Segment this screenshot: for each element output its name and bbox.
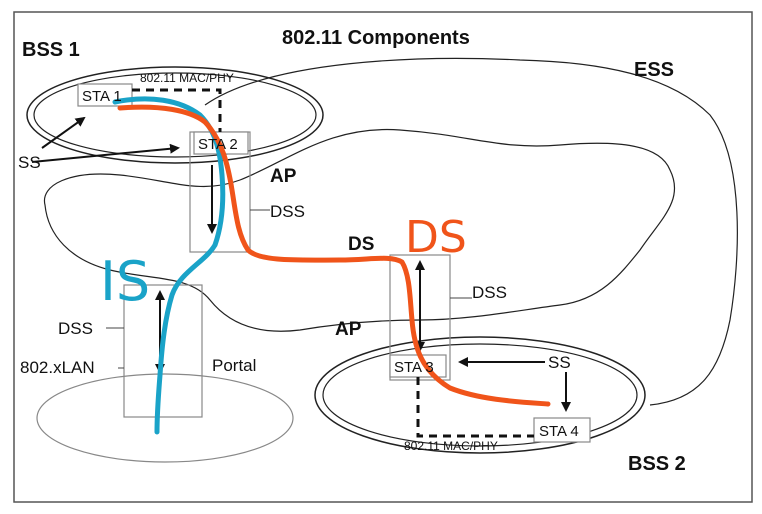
sta3-label: STA 3 (394, 359, 434, 376)
ap-bottom-box (389, 254, 451, 381)
sta4-label: STA 4 (539, 423, 579, 440)
mac-phy-label-1: 802.11 MAC/PHY (140, 71, 234, 85)
ds-path-orange (117, 104, 551, 407)
diagram-title: 802.11 Components (282, 27, 470, 49)
bss2-inner-ellipse (322, 343, 638, 447)
bss2-label: BSS 2 (628, 453, 686, 475)
ss-label-left: SS (18, 153, 41, 172)
ss-arrow-to-sta1 (41, 116, 86, 149)
sta2-label: STA 2 (198, 136, 238, 153)
bss1-outer-ellipse (26, 66, 324, 164)
bss1-label: BSS 1 (22, 39, 80, 61)
dss-label-top: DSS (270, 202, 305, 221)
ess-region (204, 57, 738, 406)
ess-label: ESS (634, 59, 674, 81)
frame (13, 11, 753, 503)
is-path-blue (112, 96, 226, 435)
sta4-box (533, 417, 591, 443)
mac-phy-link-2 (416, 377, 534, 438)
annotation-is: IS (100, 250, 150, 313)
portal-box (123, 284, 203, 418)
ss-label-right: SS (548, 353, 571, 372)
lan-ellipse (36, 373, 294, 463)
ap-label-top: AP (270, 166, 297, 187)
annotation-ds: DS (405, 212, 467, 263)
dss-label-mid: DSS (472, 283, 507, 302)
bss1-inner-ellipse (33, 72, 317, 158)
dss-label-left: DSS (58, 319, 93, 338)
ds-label: DS (348, 234, 374, 255)
lan-label: 802.xLAN (20, 358, 95, 377)
ss-arrow-to-sta2 (31, 143, 180, 163)
mac-phy-label-2: 802.11 MAC/PHY (404, 439, 498, 453)
mac-phy-link-1 (132, 88, 222, 132)
portal-label: Portal (212, 356, 256, 375)
ds-cloud (43, 128, 676, 332)
bss2-outer-ellipse (314, 336, 646, 454)
ap-label-bottom: AP (335, 319, 362, 340)
sta1-label: STA 1 (82, 88, 122, 105)
